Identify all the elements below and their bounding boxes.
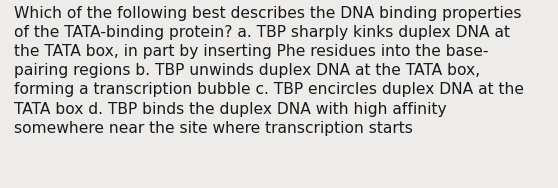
Text: Which of the following best describes the DNA binding properties
of the TATA-bin: Which of the following best describes th… [14, 6, 524, 136]
